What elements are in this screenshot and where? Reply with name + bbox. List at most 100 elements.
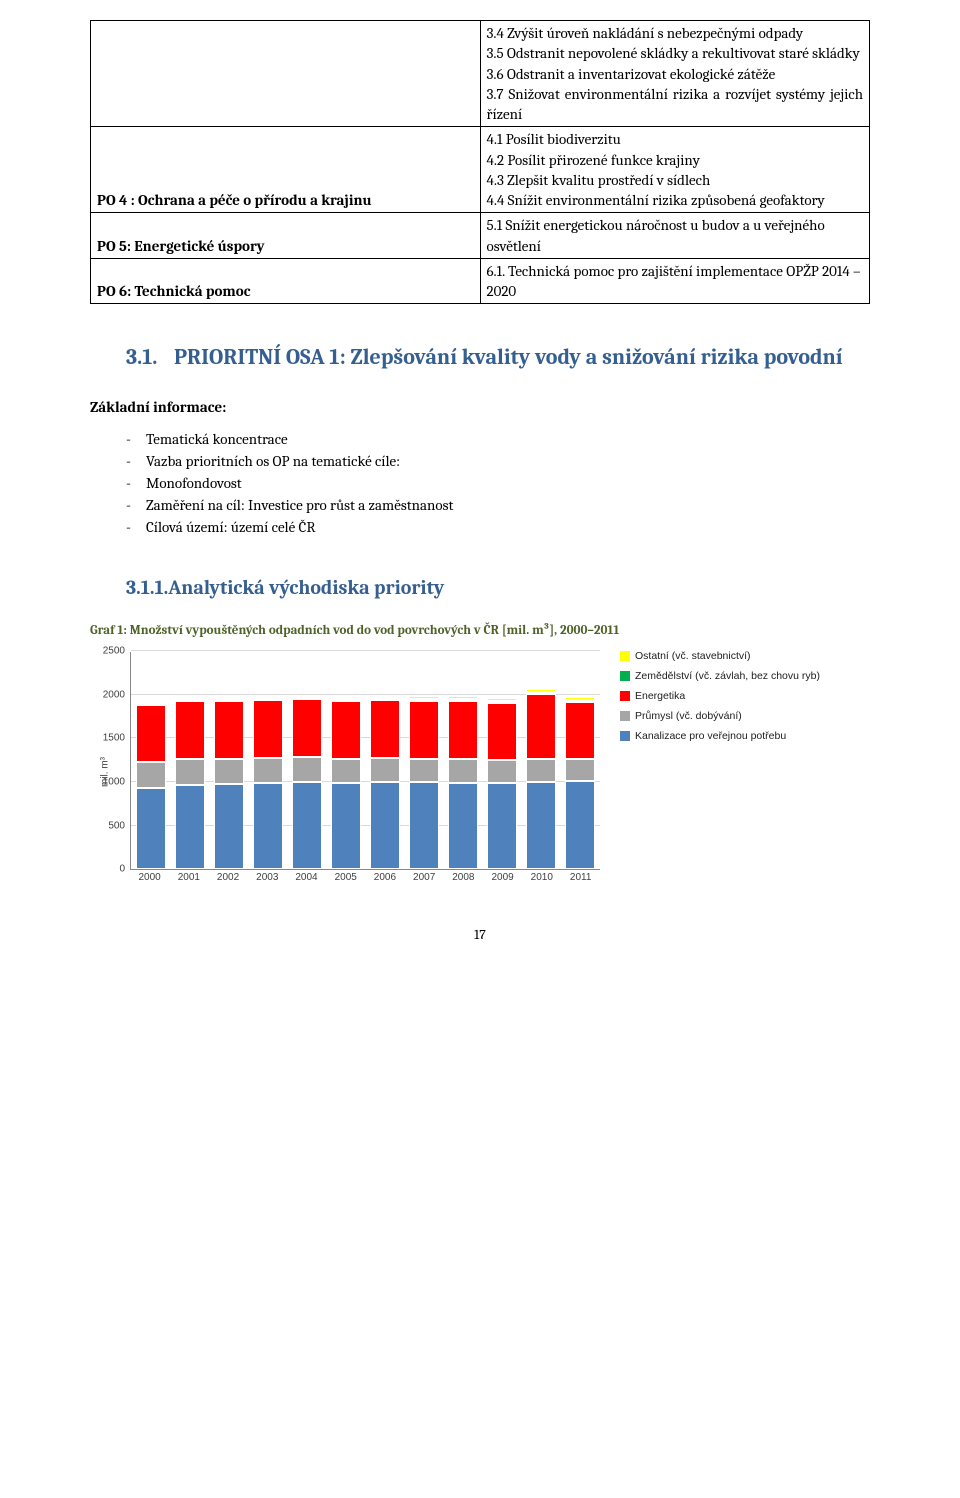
bar-column bbox=[331, 697, 361, 869]
bar-segment-kanal bbox=[253, 783, 283, 869]
bar-segment-kanal bbox=[370, 782, 400, 869]
bar-column bbox=[526, 689, 556, 870]
po3-item: 3.7 Snižovat environmentální rizika a ro… bbox=[487, 84, 864, 125]
x-tick: 2011 bbox=[570, 872, 592, 883]
bar-segment-kanal bbox=[448, 783, 478, 869]
po3-items-cell: 3.4 Zvýšit úroveň nakládání s nebezpečný… bbox=[480, 21, 870, 127]
po3-item: 3.4 Zvýšit úroveň nakládání s nebezpečný… bbox=[487, 23, 864, 43]
y-tick: 1500 bbox=[103, 733, 131, 744]
legend-swatch bbox=[620, 651, 630, 661]
bar-column bbox=[370, 696, 400, 870]
po4-item: 4.2 Posílit přirozené funkce krajiny bbox=[487, 150, 864, 170]
bar-segment-prumysl bbox=[526, 759, 556, 783]
legend-item: Energetika bbox=[620, 690, 820, 702]
bar-segment-kanal bbox=[292, 782, 322, 869]
bar-segment-energ bbox=[526, 694, 556, 759]
legend-swatch bbox=[620, 691, 630, 701]
legend-label: Zemědělství (vč. závlah, bez chovu ryb) bbox=[635, 670, 820, 682]
po3-item: 3.6 Odstranit a inventarizovat ekologick… bbox=[487, 64, 864, 84]
po3-label-cell bbox=[91, 21, 481, 127]
po4-items-cell: 4.1 Posílit biodiverzitu 4.2 Posílit při… bbox=[480, 127, 870, 213]
info-item: Tematická koncentrace bbox=[126, 430, 870, 448]
bar-segment-energ bbox=[175, 701, 205, 759]
bar-column bbox=[448, 696, 478, 870]
bar-segment-energ bbox=[253, 700, 283, 758]
section-3-1-1-heading: 3.1.1.Analytická východiska priority bbox=[126, 576, 870, 599]
legend-label: Průmysl (vč. dobývání) bbox=[635, 710, 742, 722]
chart-plot-area: mil. m³ 05001000150020002500 20002001200… bbox=[90, 648, 610, 896]
legend-label: Ostatní (vč. stavebnictví) bbox=[635, 650, 751, 662]
bar-segment-prumysl bbox=[409, 759, 439, 783]
bar-segment-prumysl bbox=[292, 757, 322, 782]
x-tick: 2006 bbox=[374, 872, 396, 883]
bar-segment-kanal bbox=[331, 783, 361, 869]
bar-column bbox=[214, 697, 244, 869]
bar-segment-energ bbox=[565, 702, 595, 759]
y-tick: 500 bbox=[108, 820, 131, 831]
x-tick: 2010 bbox=[531, 872, 553, 883]
bar-segment-energ bbox=[331, 701, 361, 759]
bar-column bbox=[409, 696, 439, 869]
y-tick: 1000 bbox=[103, 777, 131, 788]
x-tick: 2002 bbox=[217, 872, 239, 883]
section-3-1-number: 3.1. bbox=[126, 344, 174, 370]
bar-segment-kanal bbox=[409, 782, 439, 869]
chart-legend: Ostatní (vč. stavebnictví) Zemědělství (v… bbox=[620, 648, 820, 896]
bar-segment-energ bbox=[487, 703, 517, 761]
x-axis-ticks: 2000200120022003200420052006200720082009… bbox=[130, 872, 600, 883]
bar-column bbox=[487, 698, 517, 869]
legend-item: Průmysl (vč. dobývání) bbox=[620, 710, 820, 722]
bar-segment-kanal bbox=[526, 782, 556, 869]
bar-segment-energ bbox=[214, 701, 244, 759]
po5-items-cell: 5.1 Snížit energetickou náročnost u budo… bbox=[480, 213, 870, 259]
bar-column bbox=[565, 697, 595, 869]
basic-info-label: Základní informace: bbox=[90, 398, 870, 416]
bar-segment-kanal bbox=[136, 788, 166, 869]
y-tick: 2500 bbox=[103, 646, 131, 657]
page-number: 17 bbox=[90, 926, 870, 943]
legend-swatch bbox=[620, 671, 630, 681]
chart-caption: Graf 1: Množství vypouštěných odpadních … bbox=[90, 623, 870, 638]
chart-plot: 05001000150020002500 bbox=[130, 652, 600, 870]
x-tick: 2003 bbox=[256, 872, 278, 883]
po4-label-cell: PO 4 : Ochrana a péče o přírodu a krajin… bbox=[91, 127, 481, 213]
x-tick: 2008 bbox=[452, 872, 474, 883]
legend-swatch bbox=[620, 731, 630, 741]
bar-segment-prumysl bbox=[331, 759, 361, 783]
bar-segment-prumysl bbox=[214, 759, 244, 784]
bar-column bbox=[292, 695, 322, 869]
bar-segment-kanal bbox=[175, 785, 205, 870]
x-tick: 2005 bbox=[335, 872, 357, 883]
po6-items-cell: 6.1. Technická pomoc pro zajištění imple… bbox=[480, 258, 870, 304]
legend-swatch bbox=[620, 711, 630, 721]
bar-segment-energ bbox=[370, 700, 400, 758]
bar-segment-energ bbox=[409, 701, 439, 759]
bar-segment-prumysl bbox=[136, 762, 166, 788]
bar-segment-prumysl bbox=[370, 758, 400, 782]
info-item: Vazba prioritních os OP na tematické cíl… bbox=[126, 452, 870, 470]
bar-column bbox=[175, 697, 205, 869]
info-item: Cílová území: území celé ČR bbox=[126, 518, 870, 536]
x-tick: 2001 bbox=[178, 872, 200, 883]
bar-segment-energ bbox=[448, 701, 478, 759]
po4-item: 4.4 Snížit environmentální rizika způsob… bbox=[487, 190, 864, 210]
bar-segment-prumysl bbox=[253, 758, 283, 783]
legend-item: Ostatní (vč. stavebnictví) bbox=[620, 650, 820, 662]
section-3-1-title: PRIORITNÍ OSA 1: Zlepšování kvality vody… bbox=[174, 344, 843, 370]
po6-label-cell: PO 6: Technická pomoc bbox=[91, 258, 481, 304]
legend-item: Zemědělství (vč. závlah, bez chovu ryb) bbox=[620, 670, 820, 682]
bar-column bbox=[253, 696, 283, 869]
legend-item: Kanalizace pro veřejnou potřebu bbox=[620, 730, 820, 742]
bar-segment-energ bbox=[292, 699, 322, 757]
bar-column bbox=[136, 701, 166, 869]
bar-segment-prumysl bbox=[448, 759, 478, 783]
x-tick: 2007 bbox=[413, 872, 435, 883]
bar-segment-energ bbox=[136, 705, 166, 762]
x-tick: 2000 bbox=[138, 872, 160, 883]
po3-item: 3.5 Odstranit nepovolené skládky a rekul… bbox=[487, 43, 864, 63]
chart-container: mil. m³ 05001000150020002500 20002001200… bbox=[90, 648, 870, 896]
legend-label: Energetika bbox=[635, 690, 685, 702]
bar-segment-prumysl bbox=[565, 759, 595, 782]
info-item: Monofondovost bbox=[126, 474, 870, 492]
bar-segment-kanal bbox=[487, 783, 517, 869]
